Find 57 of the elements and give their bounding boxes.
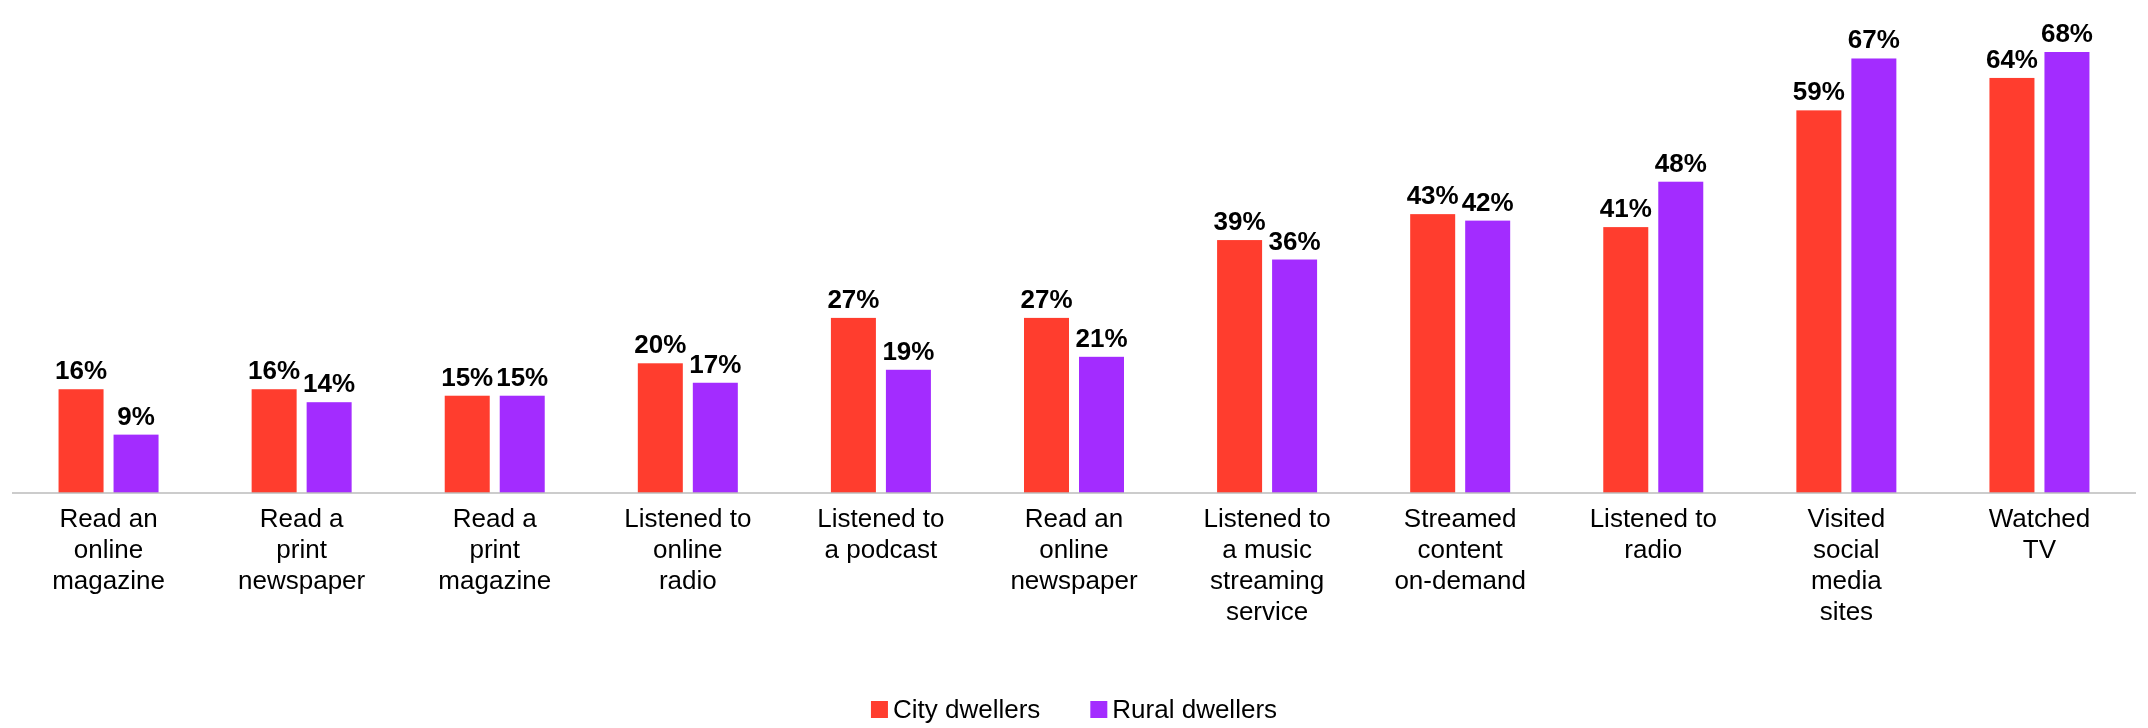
data-label: 27% [827, 283, 880, 314]
bar [830, 317, 876, 493]
bar [1079, 356, 1124, 493]
x-tick-label: Read an online newspaper [1010, 503, 1138, 595]
x-tick-label: Read a print newspaper [238, 503, 366, 595]
bar [1410, 214, 1456, 493]
x-tick-label: Listened to radio [1589, 503, 1717, 564]
data-label: 27% [1020, 283, 1073, 314]
data-label: 64% [1985, 43, 2038, 74]
data-label: 48% [1654, 147, 1707, 178]
bar [1217, 240, 1263, 493]
bar [444, 395, 490, 493]
bar [1603, 227, 1649, 493]
data-label: 9% [117, 400, 155, 431]
bar [1658, 181, 1704, 493]
x-tick-label: Listened to a music streaming service [1203, 503, 1331, 626]
x-tick-label: Listened to online radio [624, 503, 752, 595]
data-label: 39% [1213, 206, 1266, 237]
bar [499, 395, 545, 493]
bar [251, 389, 297, 493]
data-label: 19% [882, 335, 935, 366]
bar [1272, 259, 1318, 493]
x-tick-label: Streamed content on-demand [1394, 503, 1526, 595]
data-label: 15% [441, 361, 494, 392]
data-label: 59% [1792, 76, 1845, 107]
bar [1989, 77, 2035, 493]
legend-label: Rural dwellers [1112, 694, 1278, 724]
bar [1465, 220, 1511, 493]
x-tick-label: Read an online magazine [52, 503, 165, 595]
bar [113, 434, 159, 493]
bar [1796, 110, 1842, 493]
data-label: 20% [634, 329, 687, 360]
data-label: 15% [496, 361, 549, 392]
data-label: 16% [248, 355, 301, 386]
x-tick-label: Read a print magazine [438, 503, 552, 595]
bar [692, 382, 738, 493]
bar [306, 402, 352, 493]
bar [58, 389, 104, 493]
data-label: 21% [1075, 322, 1128, 353]
data-label: 68% [2040, 18, 2093, 48]
bar [1851, 58, 1897, 493]
data-label: 16% [55, 355, 108, 386]
data-label: 67% [1847, 24, 1900, 55]
bar [1024, 317, 1069, 493]
data-label: 43% [1406, 180, 1459, 211]
data-label: 42% [1461, 186, 1514, 217]
data-label: 14% [303, 368, 356, 399]
x-tick-label: Watched TV [1988, 503, 2091, 564]
x-tick-label: Listened to a podcast [817, 503, 945, 564]
data-label: 17% [689, 348, 742, 379]
data-label: 36% [1268, 225, 1321, 256]
x-tick-label: Visited social media sites [1807, 503, 1886, 626]
legend-label: City dwellers [892, 694, 1041, 724]
bar [885, 369, 931, 493]
data-label: 41% [1599, 193, 1652, 224]
bar [637, 363, 683, 493]
bar [2044, 52, 2090, 493]
